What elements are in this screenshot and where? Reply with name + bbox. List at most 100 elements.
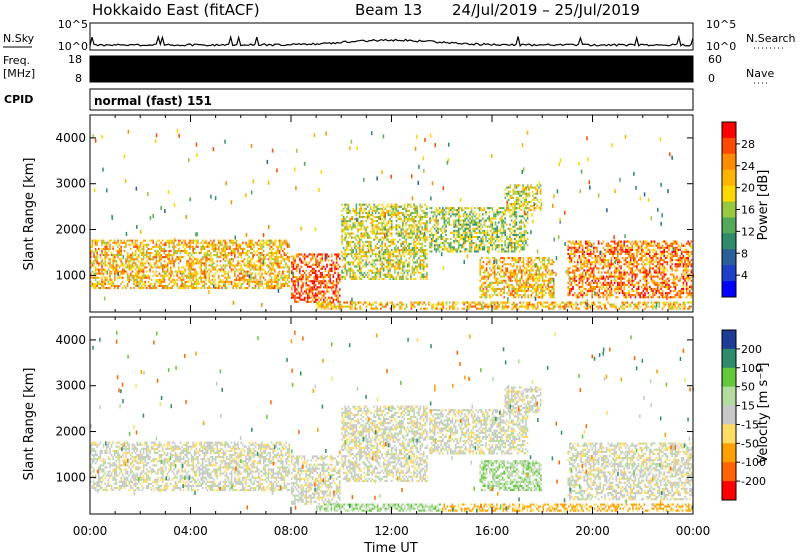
echo-cell — [158, 280, 161, 283]
echo-cell — [274, 252, 276, 255]
echo-cell — [234, 249, 236, 252]
echo-cell — [310, 265, 312, 268]
echo-cell — [448, 221, 450, 224]
echo-cell — [572, 242, 574, 245]
echo-cell — [308, 280, 311, 283]
echo-cell — [475, 244, 478, 247]
echo-cell — [274, 280, 276, 283]
echo-cell — [484, 269, 486, 272]
echo-cell — [282, 276, 284, 279]
echo-cell — [267, 266, 270, 269]
echo-cell — [390, 203, 393, 206]
echo-cell — [485, 238, 487, 241]
echo-cell — [610, 281, 613, 284]
echo-cell — [424, 226, 426, 229]
echo-cell — [512, 196, 515, 199]
echo-cell — [158, 266, 161, 269]
echo-cell — [303, 255, 306, 258]
echo-cell — [170, 272, 172, 275]
echo-cell — [117, 264, 119, 267]
echo-cell — [549, 281, 552, 284]
echo-cell — [609, 265, 611, 268]
echo-cell — [585, 265, 587, 268]
echo-cell — [591, 267, 593, 270]
echo-cell — [272, 285, 274, 288]
echo-cell — [533, 296, 536, 299]
echo-cell — [597, 285, 600, 288]
echo-cell — [445, 238, 447, 241]
echo-cell — [517, 184, 519, 187]
echo-cell — [390, 216, 393, 219]
echo-cell — [155, 256, 158, 259]
echo-cell — [484, 275, 486, 278]
echo-cell — [413, 269, 415, 272]
echo-cell — [112, 262, 114, 265]
echo-cell — [355, 277, 358, 280]
echo-cell — [536, 188, 539, 191]
echo-cell — [162, 239, 164, 242]
echo-cell — [253, 268, 255, 271]
echo-cell — [365, 226, 367, 229]
echo-cell — [192, 262, 194, 265]
echo-cell — [569, 290, 571, 293]
echo-cell — [484, 281, 486, 284]
echo-cell — [594, 287, 597, 290]
echo-cell — [581, 246, 584, 249]
echo-cell — [531, 194, 534, 197]
echo-cell — [131, 274, 134, 277]
echo-cell — [294, 296, 296, 299]
echo-cell — [189, 252, 191, 255]
echo-cell — [450, 209, 452, 212]
echo-cell — [147, 256, 150, 259]
echo-cell — [540, 273, 542, 276]
echo-cell — [585, 257, 587, 260]
echo-cell — [532, 283, 534, 286]
echo-cell — [110, 264, 113, 267]
echo-cell — [341, 255, 343, 258]
echo-cell — [501, 231, 503, 234]
echo-cell — [522, 235, 524, 238]
echo-cell — [337, 271, 339, 274]
echo-cell — [141, 241, 143, 244]
echo-cell — [382, 228, 385, 231]
echo-cell — [288, 270, 290, 273]
echo-cell — [514, 271, 517, 274]
echo-cell — [261, 272, 263, 275]
echo-cell — [98, 272, 100, 275]
power-echo-cells — [90, 129, 694, 310]
echo-cell — [395, 228, 398, 231]
echo-cell — [494, 244, 497, 247]
echo-cell — [453, 231, 455, 234]
echo-cell — [261, 264, 263, 267]
echo-cell — [526, 244, 529, 247]
echo-cell — [490, 235, 492, 238]
echo-cell — [192, 256, 194, 259]
echo-cell — [192, 268, 194, 271]
echo-cell — [120, 254, 122, 257]
echo-cell — [168, 260, 170, 263]
echo-cell — [278, 278, 281, 281]
echo-cell — [360, 271, 362, 274]
echo-cell — [230, 258, 233, 261]
echo-cell — [332, 292, 335, 295]
echo-cell — [274, 258, 276, 261]
echo-cell — [205, 260, 207, 263]
echo-cell — [398, 218, 401, 221]
echo-cell — [323, 294, 325, 297]
echo-cell — [469, 225, 471, 228]
echo-cell — [349, 220, 351, 223]
echo-cell — [331, 282, 333, 285]
echo-cell — [258, 268, 260, 271]
echo-cell — [349, 209, 351, 212]
echo-cell — [134, 252, 137, 255]
echo-cell — [448, 213, 450, 216]
echo-cell — [529, 271, 531, 274]
echo-cell — [254, 241, 257, 244]
echo-cell — [518, 244, 521, 247]
echo-cell — [593, 281, 595, 284]
echo-cell — [98, 276, 100, 279]
echo-cell — [102, 239, 105, 242]
echo-cell — [198, 260, 201, 263]
echo-cell — [334, 290, 336, 293]
echo-cell — [112, 280, 114, 283]
